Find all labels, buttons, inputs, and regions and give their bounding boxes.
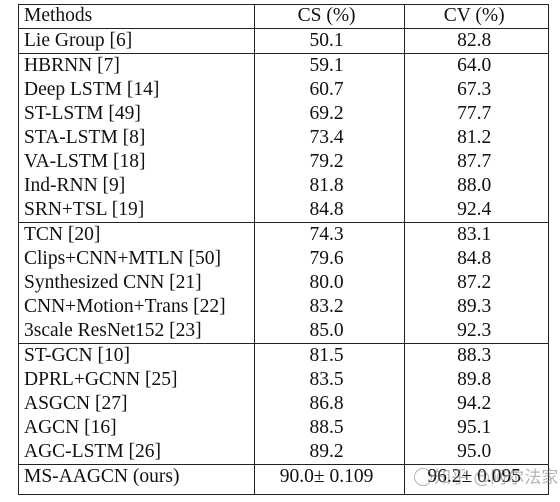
cs-cell: 81.5 — [252, 343, 401, 368]
method-cell: TCN [20] — [18, 222, 253, 247]
method-cell: AGC-LSTM [26] — [24, 441, 162, 462]
method-cell: SRN+TSL [19] — [24, 199, 145, 220]
table-row: Synthesized CNN [21] 80.0 87.2 — [18, 271, 548, 295]
cv-cell: 64.0 — [400, 53, 548, 78]
method-cell: ST-GCN [10] — [18, 343, 253, 368]
cs-cell: 60.7 — [309, 79, 344, 100]
cv-cell: 89.8 — [457, 369, 492, 390]
header-cv: CV (%) — [400, 4, 548, 29]
cs-cell: 90.0± 0.109 — [252, 464, 401, 489]
table-row: TCN [20] 74.3 83.1 — [18, 222, 548, 247]
method-cell: ST-LSTM [49] — [24, 103, 141, 124]
column-divider — [404, 4, 405, 495]
method-cell: Deep LSTM [14] — [24, 79, 160, 100]
method-cell: Clips+CNN+MTLN [50] — [24, 248, 221, 269]
method-cell: AGCN [16] — [24, 417, 117, 438]
cs-cell: 69.2 — [309, 103, 344, 124]
method-cell: VA-LSTM [18] — [24, 151, 146, 172]
results-table: Methods CS (%) CV (%) Lie Group [6] 50.1 8… — [18, 4, 548, 489]
cs-cell: 59.1 — [252, 53, 401, 78]
method-cell: STA-LSTM [8] — [24, 127, 146, 148]
cv-cell: 92.4 — [457, 199, 492, 220]
method-cell: Ind-RNN [9] — [24, 175, 126, 196]
table-row: DPRL+GCNN [25] 83.5 89.8 — [18, 368, 548, 392]
table-row: Deep LSTM [14] 60.7 67.3 — [18, 78, 548, 102]
cv-cell: 82.8 — [400, 28, 548, 54]
cv-cell: 95.0 — [457, 441, 492, 462]
cs-cell: 83.2 — [309, 296, 344, 317]
table-row: Clips+CNN+MTLN [50] 79.6 84.8 — [18, 247, 548, 271]
table-row: HBRNN [7] 59.1 64.0 — [18, 53, 548, 78]
cs-cell: 83.5 — [309, 369, 344, 390]
method-cell: 3scale ResNet152 [23] — [24, 320, 202, 341]
table-row: AGCN [16] 88.5 95.1 — [18, 416, 548, 440]
table-row: 3scale ResNet152 [23] 85.0 92.3 — [18, 319, 548, 344]
cs-cell: 80.0 — [309, 272, 344, 293]
table-row: Lie Group [6] 50.1 82.8 — [18, 28, 548, 54]
cv-cell: 67.3 — [457, 79, 492, 100]
column-divider — [254, 4, 255, 495]
table-row: Ind-RNN [9] 81.8 88.0 — [18, 174, 548, 198]
cs-cell: 88.5 — [309, 417, 344, 438]
cv-cell: 89.3 — [457, 296, 492, 317]
table-row: CNN+Motion+Trans [22] 83.2 89.3 — [18, 295, 548, 319]
cs-cell: 89.2 — [309, 441, 344, 462]
header-methods: Methods — [18, 4, 253, 29]
cs-cell: 85.0 — [309, 320, 344, 341]
method-cell: MS-AAGCN (ours) — [18, 464, 253, 489]
cs-cell: 79.6 — [309, 248, 344, 269]
method-cell: Lie Group [6] — [18, 28, 253, 54]
table-row: ASGCN [27] 86.8 94.2 — [18, 392, 548, 416]
cs-cell: 50.1 — [252, 28, 401, 54]
cs-cell: 74.3 — [252, 222, 401, 247]
header-cs: CS (%) — [252, 4, 401, 29]
table-row: ST-LSTM [49] 69.2 77.7 — [18, 102, 548, 126]
cs-cell: 86.8 — [309, 393, 344, 414]
table-row: VA-LSTM [18] 79.2 87.7 — [18, 150, 548, 174]
cs-cell: 81.8 — [309, 175, 344, 196]
cs-cell: 73.4 — [309, 127, 344, 148]
cs-cell: 84.8 — [309, 199, 344, 220]
method-cell: HBRNN [7] — [18, 53, 253, 78]
cv-cell: 94.2 — [457, 393, 492, 414]
cv-cell: 77.7 — [457, 103, 492, 124]
watermark-text: 知乎 @阿尔法家 — [434, 468, 559, 488]
method-cell: Synthesized CNN [21] — [24, 272, 202, 293]
method-cell: ASGCN [27] — [24, 393, 128, 414]
cv-cell: 83.1 — [400, 222, 548, 247]
table-row: STA-LSTM [8] 73.4 81.2 — [18, 126, 548, 150]
cv-cell: 87.7 — [457, 151, 492, 172]
cv-cell: 92.3 — [457, 320, 492, 341]
cv-cell: 84.8 — [457, 248, 492, 269]
zhihu-logo-icon — [414, 468, 432, 486]
table-row: AGC-LSTM [26] 89.2 95.0 — [18, 440, 548, 465]
method-cell: DPRL+GCNN [25] — [24, 369, 178, 390]
table-row: SRN+TSL [19] 84.8 92.4 — [18, 198, 548, 223]
cv-cell: 88.0 — [457, 175, 492, 196]
header-row: Methods CS (%) CV (%) — [18, 4, 548, 29]
method-cell: CNN+Motion+Trans [22] — [24, 296, 226, 317]
table-row: ST-GCN [10] 81.5 88.3 — [18, 343, 548, 368]
cv-cell: 87.2 — [457, 272, 492, 293]
cs-cell: 79.2 — [309, 151, 344, 172]
cv-cell: 81.2 — [457, 127, 492, 148]
cv-cell: 95.1 — [457, 417, 492, 438]
watermark: 知乎 @阿尔法家 — [412, 463, 558, 488]
cv-cell: 88.3 — [400, 343, 548, 368]
